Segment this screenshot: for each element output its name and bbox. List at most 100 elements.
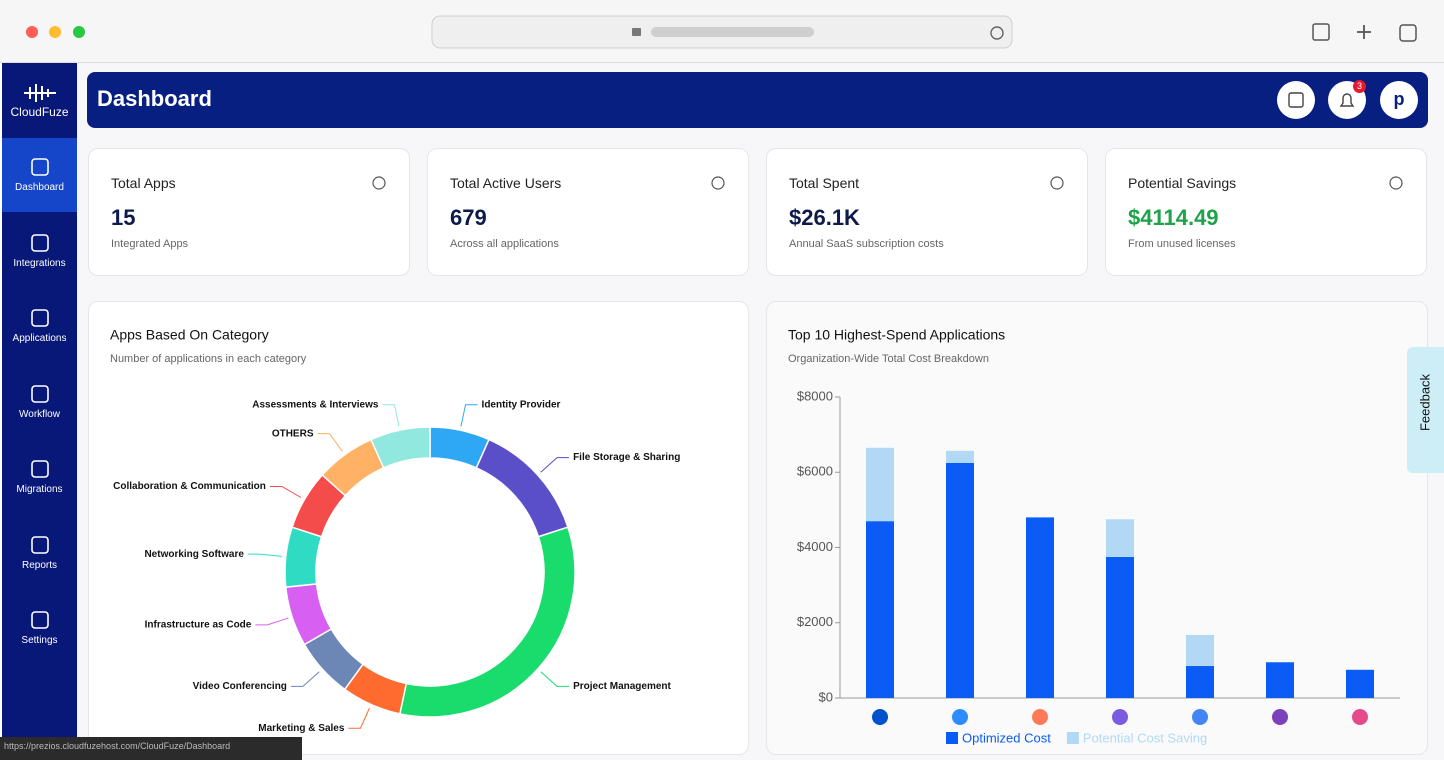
category-label: File Storage & Sharing [573, 452, 680, 463]
nav-item[interactable]: Reports [2, 516, 77, 590]
leader-line [382, 404, 400, 427]
nav-item[interactable]: Applications [2, 289, 77, 363]
feedback-label: Feedback [1417, 373, 1433, 432]
app-icon [1192, 709, 1208, 725]
bell-icon [1339, 93, 1355, 107]
nav-label: Reports [21, 559, 57, 571]
y-tick-label: $0 [819, 689, 833, 704]
card-subtitle: From unused licenses [1128, 238, 1236, 250]
nav-label: Integrations [13, 257, 66, 269]
minimize-button[interactable] [49, 26, 61, 38]
category-label: OTHERS [272, 428, 314, 439]
card-value: $4114.49 [1128, 205, 1219, 230]
bar-segment [1106, 556, 1134, 698]
nav-item[interactable]: Dashboard [2, 138, 77, 212]
stat-card: Potential Savings $4114.49 From unused lic… [1105, 148, 1427, 276]
card-value: $26.1K [789, 205, 860, 230]
browser-chrome [26, 15, 1417, 49]
notification-badge: 3 [1353, 80, 1366, 93]
nav-icon [31, 384, 49, 403]
nav-label: Migrations [16, 484, 63, 495]
nav-label: Applications [12, 333, 67, 344]
tabs-icon[interactable] [1399, 24, 1417, 42]
chart-title: Apps Based On Category [110, 327, 269, 343]
donut-segment [370, 426, 431, 469]
leader-line [317, 433, 343, 452]
nav-item[interactable]: Settings [2, 591, 77, 665]
nav-item[interactable]: Integrations [2, 214, 77, 288]
card-title: Potential Savings [1128, 175, 1237, 191]
bar-segment [866, 447, 894, 522]
card-icon [1389, 176, 1403, 190]
card-subtitle: Integrated Apps [111, 238, 189, 250]
leader-line [247, 553, 282, 557]
category-label: Infrastructure as Code [145, 619, 252, 630]
card-value: 15 [111, 205, 136, 230]
leader-line [348, 707, 370, 729]
legend-swatch [1066, 732, 1079, 744]
leader-line [290, 671, 320, 687]
logo-text: CloudFuze [10, 105, 69, 119]
card-subtitle: Annual SaaS subscription costs [789, 238, 944, 250]
legend-swatch [946, 732, 958, 744]
card-title: Total Spent [789, 175, 860, 191]
nav-item[interactable]: Migrations [2, 440, 77, 514]
card-icon [372, 176, 386, 190]
bar-segment [946, 450, 974, 463]
feedback-tab[interactable]: Feedback [1407, 347, 1444, 473]
avatar[interactable]: p [1380, 81, 1418, 119]
logo-icon [24, 84, 56, 102]
legend-label: Optimized Cost [962, 730, 1051, 745]
legend-label: Potential Cost Saving [1083, 730, 1207, 745]
category-label: Project Management [573, 681, 671, 692]
close-button[interactable] [26, 26, 38, 38]
url-placeholder [651, 27, 814, 37]
bar-segment [1186, 634, 1214, 667]
donut-segment [475, 438, 569, 538]
new-tab-icon[interactable] [1357, 25, 1371, 39]
stat-card: Total Apps 15 Integrated Apps [88, 148, 410, 276]
y-tick-label: $2000 [797, 614, 833, 629]
nav-icon [31, 611, 49, 629]
category-label: Assessments & Interviews [252, 399, 379, 410]
bar-segment [1346, 669, 1374, 698]
bar-segment [1266, 662, 1294, 698]
reload-icon[interactable] [990, 26, 1004, 40]
stat-card: Total Spent $26.1K Annual SaaS subscriptio… [766, 148, 1088, 276]
category-label: Marketing & Sales [258, 723, 345, 734]
app-icon [1032, 709, 1048, 725]
bar-segment [1186, 666, 1214, 698]
nav-icon [31, 309, 49, 327]
bar-segment [946, 462, 974, 698]
nav-icon [31, 535, 49, 554]
chart-subtitle: Organization-Wide Total Cost Breakdown [788, 353, 989, 365]
card-subtitle: Across all applications [450, 238, 559, 250]
browser-toolbar [0, 0, 1444, 63]
leader-line [540, 671, 570, 687]
nav-label: Dashboard [15, 182, 64, 193]
calendar-icon [1288, 92, 1304, 108]
category-label: Collaboration & Communication [113, 481, 266, 492]
bar-segment [1106, 519, 1134, 557]
nav-icon [31, 460, 49, 478]
status-url: https://prezios.cloudfuzehost.com/CloudF… [0, 737, 302, 760]
donut-segment [284, 526, 323, 588]
bar-segment [1026, 517, 1054, 698]
card-title: Total Active Users [450, 175, 562, 191]
category-label: Video Conferencing [193, 681, 287, 692]
app-icon [952, 709, 968, 725]
y-tick-label: $8000 [797, 388, 833, 403]
app-icon [872, 709, 888, 725]
nav-item[interactable]: Workflow [2, 365, 77, 439]
calendar-button[interactable] [1277, 81, 1315, 119]
y-tick-label: $4000 [797, 539, 833, 554]
leader-line [255, 617, 289, 626]
share-icon[interactable] [1312, 23, 1330, 41]
card-icon [711, 176, 725, 190]
zoom-button[interactable] [73, 26, 85, 38]
nav-label: Workflow [19, 408, 60, 420]
category-label: Identity Provider [482, 399, 561, 410]
app-icon [1112, 709, 1128, 725]
